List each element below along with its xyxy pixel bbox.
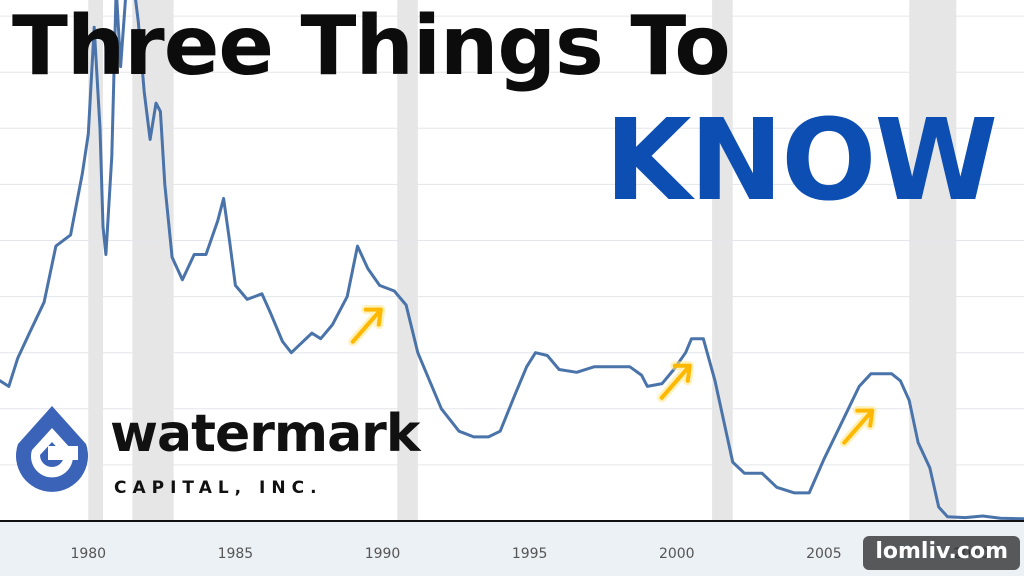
- site-watermark-badge: lomliv.com: [863, 535, 1020, 570]
- logo-wordmark: watermark: [110, 404, 420, 464]
- trend-arrow-2: [839, 406, 877, 448]
- rate-series: [0, 0, 1024, 521]
- recession-bands: [88, 0, 957, 521]
- x-tick-label-1995: 1995: [512, 546, 548, 562]
- company-logo: watermark CAPITAL, INC.: [10, 402, 470, 512]
- x-axis-band: [0, 521, 1024, 576]
- trend-arrow-1: [657, 361, 695, 403]
- recession-band-2: [397, 0, 418, 521]
- recession-band-4: [909, 0, 957, 521]
- logo-subtitle: CAPITAL, INC.: [114, 478, 323, 498]
- water-drop-icon: [16, 406, 89, 492]
- headline-line-1: Three Things To: [12, 0, 731, 94]
- x-tick-label-2000: 2000: [659, 546, 695, 562]
- arrow-annotations: [348, 305, 877, 448]
- x-tick-label-1980: 1980: [70, 546, 106, 562]
- trend-arrow-0: [348, 305, 386, 347]
- x-tick-label-1990: 1990: [365, 546, 401, 562]
- series-line-0: [0, 0, 1024, 521]
- recession-band-1: [132, 0, 174, 521]
- x-tick-label-1985: 1985: [218, 546, 254, 562]
- x-tick-label-2005: 2005: [806, 546, 842, 562]
- headline-line-2: KNOW: [604, 96, 998, 226]
